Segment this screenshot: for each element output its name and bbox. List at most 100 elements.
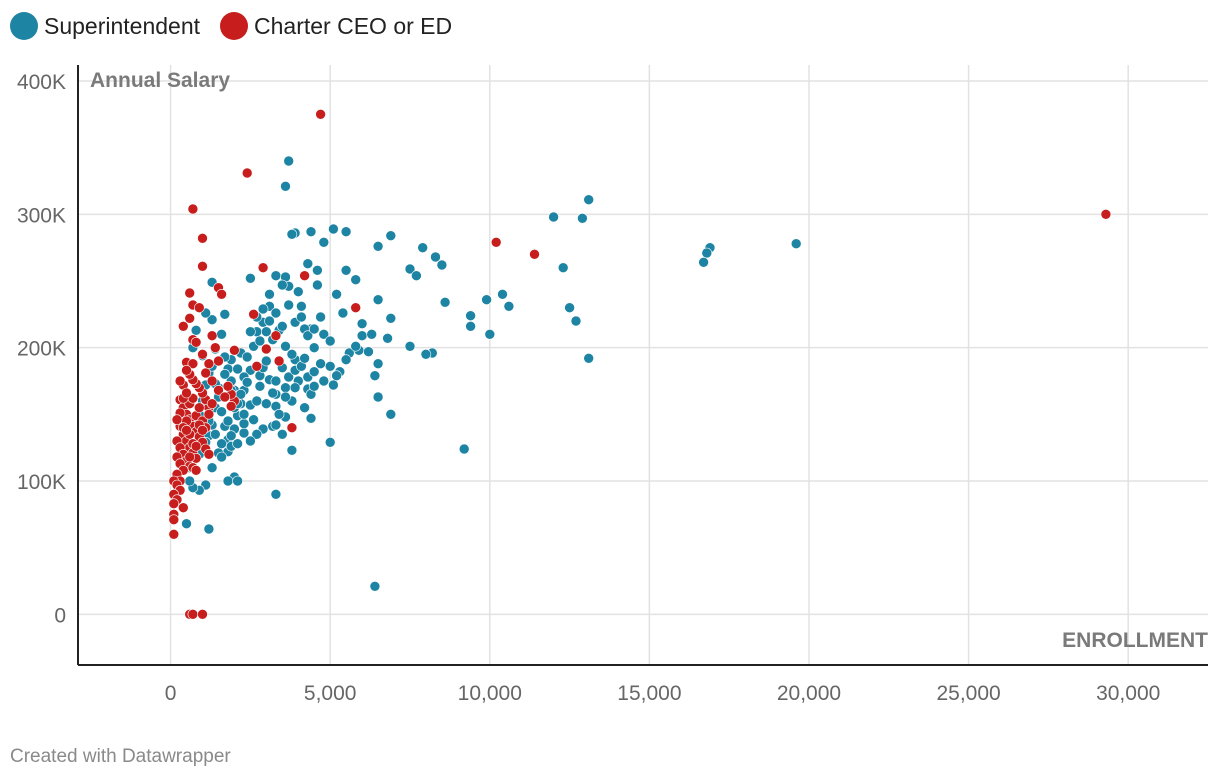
superintendent-point bbox=[254, 380, 266, 392]
superintendent-point bbox=[270, 488, 282, 500]
charter-point bbox=[184, 451, 195, 463]
superintendent-point bbox=[251, 428, 263, 440]
superintendent-point bbox=[340, 354, 352, 366]
superintendent-point bbox=[241, 351, 253, 363]
superintendent-point bbox=[270, 307, 282, 319]
superintendent-point bbox=[340, 264, 352, 276]
charter-point bbox=[219, 391, 231, 403]
superintendent-point bbox=[264, 288, 275, 300]
charter-point bbox=[273, 355, 285, 367]
y-tick-label: 0 bbox=[54, 604, 66, 627]
charter-point bbox=[260, 343, 272, 355]
superintendent-point bbox=[324, 436, 336, 448]
superintendent-point bbox=[372, 241, 384, 252]
legend-item-charter[interactable]: Charter CEO or ED bbox=[220, 12, 452, 40]
superintendent-point bbox=[315, 311, 326, 323]
superintendent-point bbox=[548, 211, 559, 223]
superintendent-point bbox=[190, 324, 202, 336]
superintendent-point bbox=[245, 326, 256, 338]
superintendent-point bbox=[225, 430, 237, 442]
superintendent-point bbox=[308, 366, 320, 378]
legend-item-superintendent[interactable]: Superintendent bbox=[10, 12, 200, 40]
superintendent-point bbox=[328, 379, 339, 391]
superintendent-point bbox=[257, 303, 269, 315]
superintendent-point bbox=[324, 360, 336, 372]
charter-point bbox=[184, 287, 195, 299]
charter-point bbox=[168, 514, 180, 526]
superintendent-point bbox=[286, 444, 298, 456]
superintendent-point bbox=[222, 415, 234, 427]
superintendent-point bbox=[286, 229, 298, 240]
legend-label-superintendent: Superintendent bbox=[44, 12, 201, 39]
superintendent-point bbox=[260, 326, 272, 338]
charter-point bbox=[184, 312, 195, 324]
charter-point bbox=[315, 109, 326, 120]
charter-point bbox=[216, 288, 227, 300]
x-tick-label: 20,000 bbox=[777, 682, 841, 705]
superintendent-point bbox=[350, 340, 362, 352]
x-tick-label: 0 bbox=[165, 682, 177, 705]
superintendent-point bbox=[280, 382, 291, 394]
superintendent-point bbox=[331, 370, 342, 382]
superintendent-point bbox=[328, 223, 339, 235]
charter-point bbox=[190, 440, 202, 452]
charter-point bbox=[194, 402, 205, 414]
superintendent-point bbox=[248, 414, 259, 426]
superintendent-point bbox=[280, 181, 291, 192]
superintendent-point bbox=[420, 348, 432, 360]
x-tick-label: 25,000 bbox=[936, 682, 1000, 705]
charter-point bbox=[270, 330, 282, 342]
superintendent-swatch-icon bbox=[10, 12, 38, 40]
superintendent-point bbox=[216, 451, 227, 463]
superintendent-point bbox=[436, 259, 448, 271]
superintendent-point bbox=[184, 475, 195, 487]
x-axis-title: ENROLLMENT bbox=[1062, 629, 1208, 652]
superintendent-point bbox=[219, 368, 231, 380]
superintendent-point bbox=[404, 340, 416, 352]
charter-point bbox=[286, 422, 298, 434]
superintendent-point bbox=[698, 256, 709, 268]
superintendent-point bbox=[404, 263, 416, 275]
superintendent-point bbox=[385, 230, 397, 241]
charter-point bbox=[248, 308, 259, 320]
superintendent-point bbox=[302, 258, 314, 270]
superintendent-point bbox=[238, 408, 250, 420]
superintendent-point bbox=[324, 335, 336, 347]
charter-point bbox=[1100, 209, 1112, 220]
charter-point bbox=[168, 498, 180, 510]
superintendent-point bbox=[308, 380, 320, 392]
superintendent-point bbox=[276, 279, 288, 291]
superintendent-point bbox=[216, 406, 227, 418]
x-tick-label: 15,000 bbox=[617, 682, 681, 705]
superintendent-point bbox=[245, 435, 256, 447]
x-tick-label: 10,000 bbox=[458, 682, 522, 705]
superintendent-point bbox=[270, 270, 282, 282]
superintendent-point bbox=[318, 375, 330, 387]
charter-point bbox=[210, 342, 221, 354]
superintendent-point bbox=[417, 242, 429, 253]
charter-swatch-icon bbox=[220, 12, 249, 40]
superintendent-point bbox=[264, 315, 275, 327]
superintendent-point bbox=[372, 391, 384, 403]
charter-point bbox=[190, 336, 202, 348]
charter-point bbox=[197, 233, 208, 244]
superintendent-point bbox=[557, 262, 569, 274]
superintendent-point bbox=[356, 330, 368, 342]
superintendent-point bbox=[241, 376, 253, 388]
superintendent-point bbox=[497, 288, 508, 300]
superintendent-point bbox=[385, 312, 397, 324]
y-axis-title: Annual Salary bbox=[90, 69, 230, 92]
superintendent-point bbox=[245, 272, 256, 284]
charter-point bbox=[251, 360, 263, 372]
charter-point bbox=[197, 348, 208, 360]
superintendent-point bbox=[430, 251, 441, 263]
superintendent-point bbox=[570, 315, 582, 327]
charter-point bbox=[178, 502, 189, 514]
superintendent-point bbox=[369, 370, 381, 382]
superintendent-point bbox=[411, 270, 422, 282]
superintendent-point bbox=[283, 299, 295, 311]
charter-point bbox=[206, 398, 218, 410]
charter-point bbox=[190, 464, 202, 476]
superintendent-point bbox=[270, 419, 282, 431]
charter-point bbox=[203, 408, 215, 420]
